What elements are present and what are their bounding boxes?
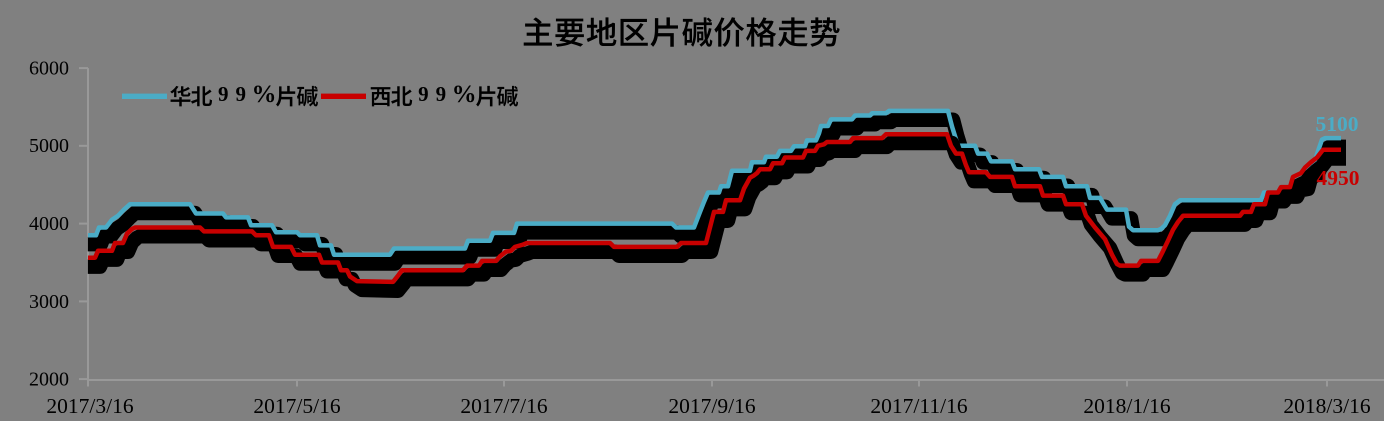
svg-text:2000: 2000 xyxy=(29,369,69,391)
svg-text:2017/5/16: 2017/5/16 xyxy=(253,394,340,418)
svg-text:5000: 5000 xyxy=(29,135,69,157)
svg-text:4000: 4000 xyxy=(29,213,69,235)
svg-text:2017/3/16: 2017/3/16 xyxy=(46,394,133,418)
svg-text:6000: 6000 xyxy=(29,58,69,80)
svg-text:2017/7/16: 2017/7/16 xyxy=(460,394,547,418)
svg-text:9: 9 xyxy=(418,82,429,106)
svg-text:2017/11/16: 2017/11/16 xyxy=(870,394,967,418)
svg-text:2018/1/16: 2018/1/16 xyxy=(1083,394,1170,418)
svg-text:5100: 5100 xyxy=(1316,112,1359,136)
svg-text:3000: 3000 xyxy=(29,291,69,313)
svg-text:%: % xyxy=(452,81,477,108)
svg-text:4950: 4950 xyxy=(1317,166,1360,190)
svg-text:2018/3/16: 2018/3/16 xyxy=(1283,394,1370,418)
svg-text:%: % xyxy=(252,81,277,108)
svg-text:9: 9 xyxy=(436,82,447,106)
svg-text:9: 9 xyxy=(218,82,229,106)
svg-text:2017/9/16: 2017/9/16 xyxy=(668,394,755,418)
svg-text:9: 9 xyxy=(236,82,247,106)
